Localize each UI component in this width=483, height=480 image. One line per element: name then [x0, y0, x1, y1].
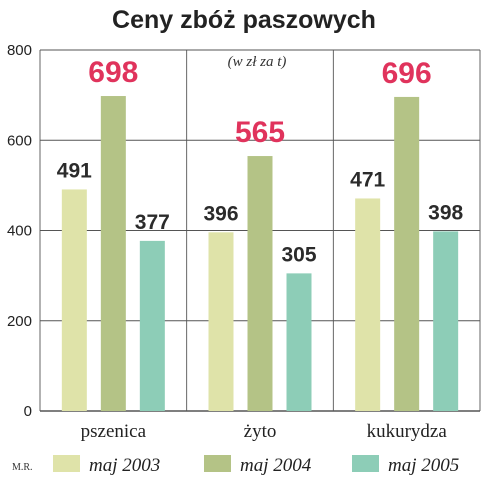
y-tick-label: 0: [24, 403, 32, 420]
y-tick-label: 600: [7, 132, 32, 149]
unit-note: (w zł za t): [228, 54, 287, 70]
legend-swatch: [53, 455, 80, 472]
data-label: 396: [203, 202, 238, 225]
bar: [61, 189, 87, 411]
data-label: 491: [57, 159, 92, 182]
bar: [286, 273, 312, 411]
y-axis-ticks: 0 200 400 600 800: [7, 42, 32, 420]
x-category-label: kukurydza: [367, 421, 448, 442]
data-label: 398: [428, 201, 463, 224]
legend-swatch: [204, 455, 231, 472]
bars: [61, 96, 459, 412]
data-labels: 491 698 377 396 565 305 471 696 398: [57, 56, 464, 266]
bar: [394, 96, 420, 412]
data-label: 565: [235, 116, 285, 149]
x-category-label: pszenica: [81, 421, 147, 442]
data-label: 698: [88, 56, 138, 89]
legend-label: maj 2005: [388, 455, 459, 476]
data-label: 377: [135, 211, 170, 234]
bar: [247, 156, 273, 411]
bar: [355, 198, 381, 411]
data-label: 471: [350, 168, 385, 191]
legend-label: maj 2004: [240, 455, 312, 476]
x-category-label: żyto: [244, 421, 277, 442]
bar: [139, 240, 165, 411]
legend-swatch: [352, 455, 379, 472]
credit: M.R.: [12, 462, 33, 473]
y-tick-label: 200: [7, 313, 32, 330]
bar: [208, 232, 234, 411]
data-label: 696: [382, 57, 432, 90]
data-label: 305: [281, 243, 316, 266]
y-tick-label: 800: [7, 42, 32, 59]
y-tick-label: 400: [7, 223, 32, 240]
legend: maj 2003 maj 2004 maj 2005: [53, 455, 459, 476]
bar: [433, 231, 459, 411]
chart-title: Ceny zbóż paszowych: [112, 6, 376, 34]
bar: [100, 96, 126, 411]
legend-label: maj 2003: [89, 455, 160, 476]
x-axis-categories: pszenica żyto kukurydza: [81, 421, 448, 442]
